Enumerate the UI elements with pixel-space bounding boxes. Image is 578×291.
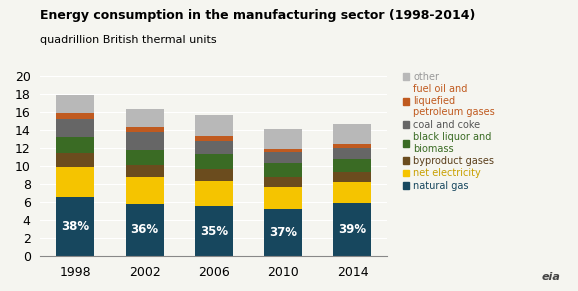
Bar xyxy=(334,203,372,256)
Bar xyxy=(334,182,372,203)
Bar xyxy=(195,181,233,207)
Text: quadrillion British thermal units: quadrillion British thermal units xyxy=(40,35,217,45)
Bar xyxy=(195,207,233,256)
Bar xyxy=(56,137,94,153)
Bar xyxy=(264,152,302,163)
Bar xyxy=(125,132,164,150)
Bar xyxy=(334,148,372,159)
Bar xyxy=(125,204,164,256)
Bar xyxy=(56,196,94,256)
Text: 35%: 35% xyxy=(200,225,228,238)
Bar xyxy=(195,169,233,181)
Bar xyxy=(56,167,94,196)
Bar xyxy=(195,141,233,154)
Bar xyxy=(56,119,94,137)
Text: 37%: 37% xyxy=(269,226,297,239)
Text: 36%: 36% xyxy=(131,223,158,236)
Bar xyxy=(195,136,233,141)
Bar xyxy=(264,149,302,152)
Text: 38%: 38% xyxy=(61,220,90,233)
Bar xyxy=(125,177,164,204)
Bar xyxy=(264,129,302,149)
Bar xyxy=(264,163,302,177)
Bar xyxy=(125,127,164,132)
Bar xyxy=(195,115,233,136)
Bar xyxy=(195,154,233,169)
Bar xyxy=(334,144,372,148)
Bar xyxy=(334,159,372,172)
Bar xyxy=(56,113,94,119)
Bar xyxy=(264,209,302,256)
Bar xyxy=(56,153,94,167)
Text: 39%: 39% xyxy=(338,223,366,236)
Bar xyxy=(125,109,164,127)
Bar xyxy=(125,150,164,165)
Text: Energy consumption in the manufacturing sector (1998-2014): Energy consumption in the manufacturing … xyxy=(40,9,476,22)
Bar xyxy=(334,172,372,182)
Bar xyxy=(56,95,94,113)
Bar xyxy=(334,124,372,144)
Bar xyxy=(264,187,302,209)
Bar xyxy=(264,177,302,187)
Bar xyxy=(125,165,164,177)
Text: eia: eia xyxy=(542,272,561,282)
Legend: other, fuel oil and
liquefied
petroleum gases, coal and coke, black liquor and
b: other, fuel oil and liquefied petroleum … xyxy=(402,72,495,191)
